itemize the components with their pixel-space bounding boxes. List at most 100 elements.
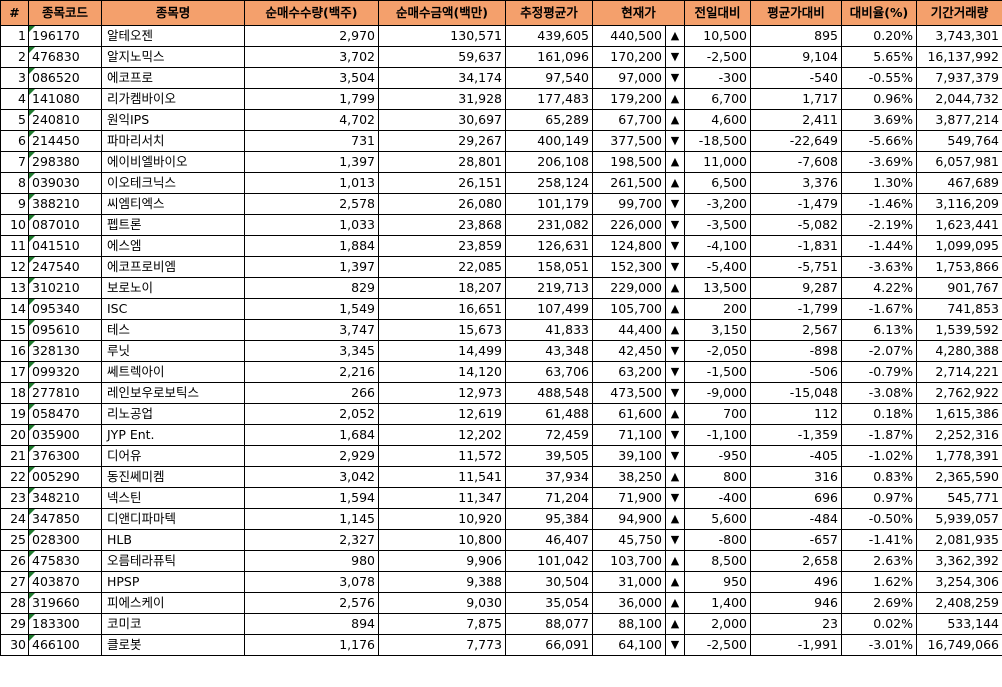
volume: 1,778,391 (916, 445, 1002, 467)
change-direction-icon: ▲ (664, 151, 686, 173)
row-index: 7 (0, 151, 29, 173)
change: 800 (684, 466, 752, 488)
change-direction-icon: ▼ (664, 214, 686, 236)
rate: -3.63% (841, 256, 918, 278)
row-index: 1 (0, 25, 29, 47)
rate: 1.30% (841, 172, 918, 194)
stock-name: 이오테크닉스 (101, 172, 245, 194)
stock-code: 058470 (28, 403, 102, 425)
header-vs-avg: 평균가대비 (750, 0, 843, 26)
volume: 1,623,441 (916, 214, 1002, 236)
rate: 5.65% (841, 46, 918, 68)
net-amount: 23,859 (378, 235, 506, 257)
avg-price: 400,149 (505, 130, 593, 152)
change-direction-icon: ▲ (664, 592, 686, 614)
change-direction-icon: ▼ (664, 67, 686, 89)
stock-name: 원익IPS (101, 109, 245, 131)
volume: 1,099,095 (916, 235, 1002, 257)
change-direction-icon: ▼ (664, 46, 686, 68)
change-direction-icon: ▲ (664, 172, 686, 194)
net-amount: 12,973 (378, 382, 506, 404)
net-qty: 1,013 (244, 172, 379, 194)
change: 2,000 (684, 613, 752, 635)
net-amount: 16,651 (378, 298, 506, 320)
stock-name: 디앤디파마텍 (101, 508, 245, 530)
row-index: 4 (0, 88, 29, 110)
change: 6,500 (684, 172, 752, 194)
stock-name: 동진쎄미켐 (101, 466, 245, 488)
current-price: 42,450 (592, 340, 666, 362)
avg-price: 63,706 (505, 361, 593, 383)
change: 13,500 (684, 277, 752, 299)
net-qty: 3,747 (244, 319, 379, 341)
net-qty: 3,345 (244, 340, 379, 362)
rate: -1.41% (841, 529, 918, 551)
change: 6,700 (684, 88, 752, 110)
stock-code: 041510 (28, 235, 102, 257)
stock-name: 클로봇 (101, 634, 245, 656)
current-price: 88,100 (592, 613, 666, 635)
stock-name: 디어유 (101, 445, 245, 467)
net-qty: 731 (244, 130, 379, 152)
change-direction-icon: ▼ (664, 361, 686, 383)
net-amount: 12,619 (378, 403, 506, 425)
vs-avg: 9,287 (750, 277, 843, 299)
net-amount: 11,572 (378, 445, 506, 467)
vs-avg: -484 (750, 508, 843, 530)
stock-code: 099320 (28, 361, 102, 383)
change-direction-icon: ▼ (664, 235, 686, 257)
header-avg-price: 추정평균가 (505, 0, 593, 26)
table-row: 20 035900 JYP Ent. 1,684 12,202 72,459 71,100 ▼… (0, 424, 1002, 446)
stock-name: 보로노이 (101, 277, 245, 299)
table-row: 28 319660 피에스케이 2,576 9,030 35,054 36,000 ▲ 1,40… (0, 592, 1002, 614)
change-direction-icon: ▲ (664, 550, 686, 572)
table-row: 8 039030 이오테크닉스 1,013 26,151 258,124 261,500 ▲ 6… (0, 172, 1002, 194)
net-qty: 266 (244, 382, 379, 404)
stock-code: 388210 (28, 193, 102, 215)
rate: -3.01% (841, 634, 918, 656)
avg-price: 88,077 (505, 613, 593, 635)
volume: 2,365,590 (916, 466, 1002, 488)
stock-name: 코미코 (101, 613, 245, 635)
net-amount: 15,673 (378, 319, 506, 341)
table-row: 6 214450 파마리서치 731 29,267 400,149 377,500 ▼ -18,… (0, 130, 1002, 152)
avg-price: 158,051 (505, 256, 593, 278)
volume: 1,615,386 (916, 403, 1002, 425)
volume: 6,057,981 (916, 151, 1002, 173)
change-direction-icon: ▼ (664, 382, 686, 404)
avg-price: 95,384 (505, 508, 593, 530)
table-row: 26 475830 오름테라퓨틱 980 9,906 101,042 103,700 ▲ 8,5… (0, 550, 1002, 572)
change: 11,000 (684, 151, 752, 173)
volume: 901,767 (916, 277, 1002, 299)
change: -1,100 (684, 424, 752, 446)
vs-avg: -1,479 (750, 193, 843, 215)
net-amount: 23,868 (378, 214, 506, 236)
net-amount: 34,174 (378, 67, 506, 89)
row-index: 5 (0, 109, 29, 131)
volume: 3,362,392 (916, 550, 1002, 572)
rate: 4.22% (841, 277, 918, 299)
current-price: 67,700 (592, 109, 666, 131)
current-price: 99,700 (592, 193, 666, 215)
current-price: 71,900 (592, 487, 666, 509)
header-volume: 기간거래량 (916, 0, 1002, 26)
change: -5,400 (684, 256, 752, 278)
avg-price: 219,713 (505, 277, 593, 299)
row-index: 12 (0, 256, 29, 278)
stock-name: 파마리서치 (101, 130, 245, 152)
stock-name: 에코프로비엠 (101, 256, 245, 278)
row-index: 20 (0, 424, 29, 446)
avg-price: 107,499 (505, 298, 593, 320)
change: -950 (684, 445, 752, 467)
stock-name: 오름테라퓨틱 (101, 550, 245, 572)
stock-code: 196170 (28, 25, 102, 47)
rate: 0.18% (841, 403, 918, 425)
header-name: 종목명 (101, 0, 245, 26)
stock-name: 알테오젠 (101, 25, 245, 47)
current-price: 226,000 (592, 214, 666, 236)
volume: 16,137,992 (916, 46, 1002, 68)
table-row: 2 476830 알지노믹스 3,702 59,637 161,096 170,200 ▼ -2… (0, 46, 1002, 68)
net-qty: 2,578 (244, 193, 379, 215)
volume: 2,714,221 (916, 361, 1002, 383)
net-qty: 2,052 (244, 403, 379, 425)
